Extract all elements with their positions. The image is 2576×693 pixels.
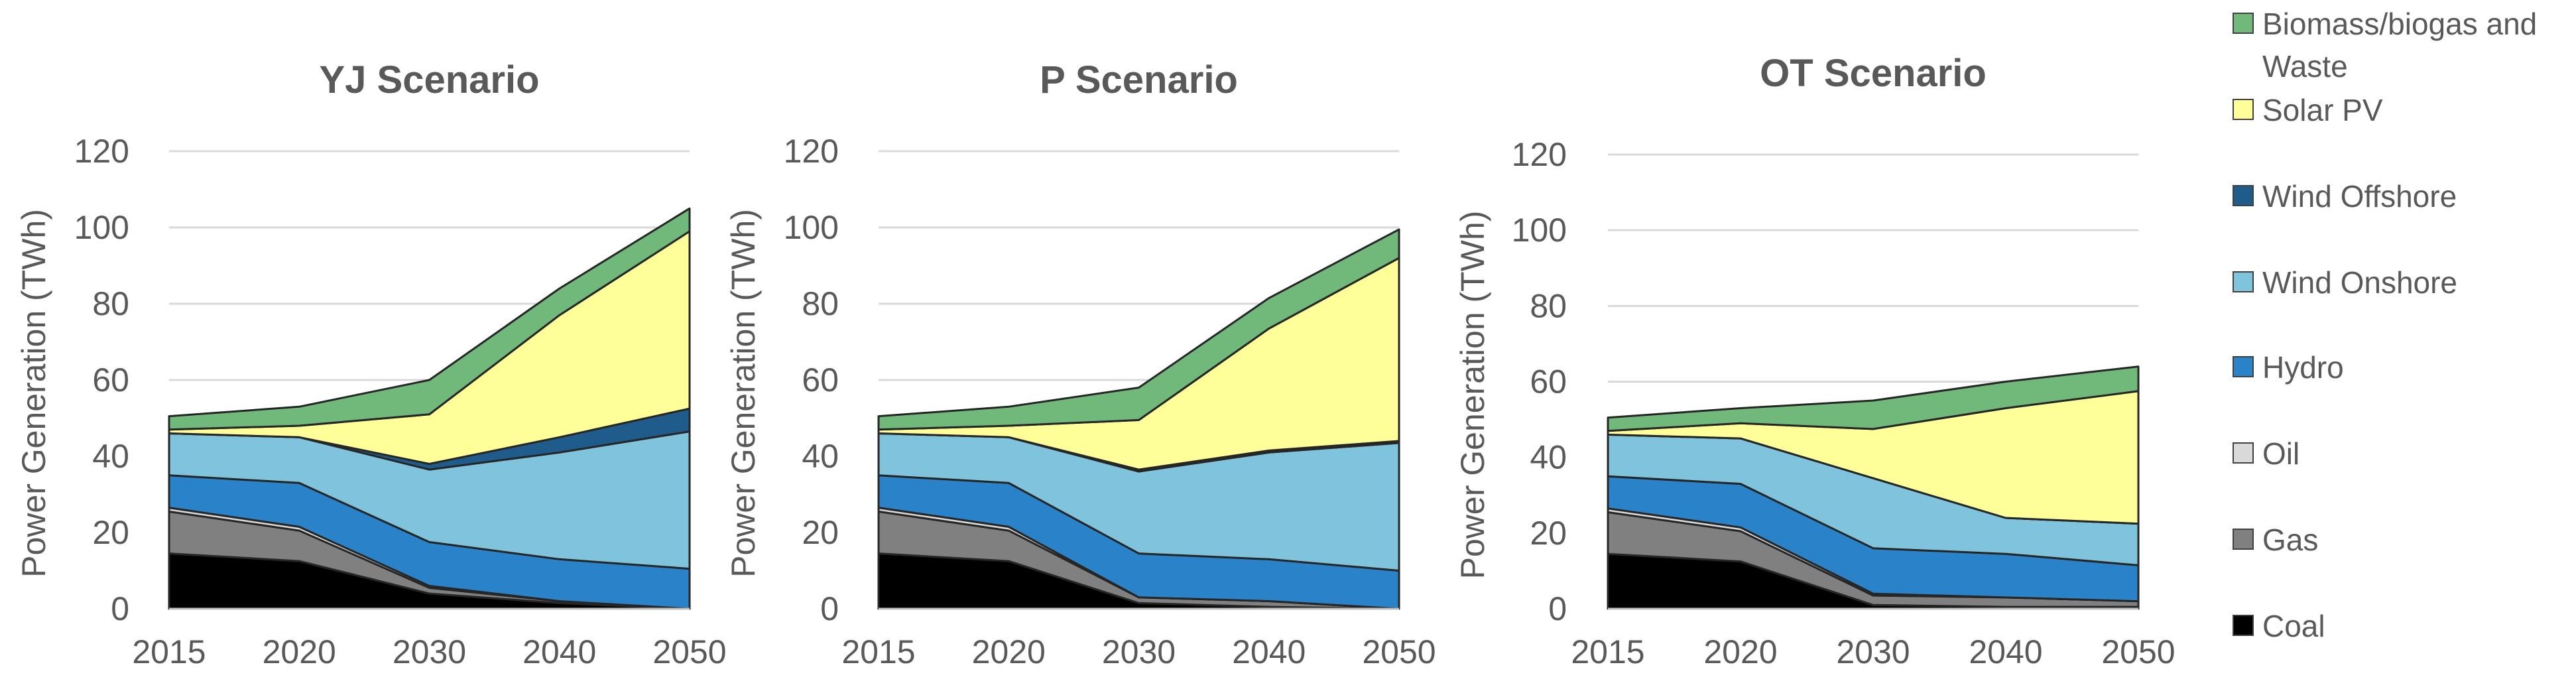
y-tick-label: 100	[1512, 212, 1567, 249]
legend-label-biomass-biogas-and-waste: Biomass/biogas and	[2262, 7, 2537, 41]
legend-swatch-biomass-biogas-and-waste	[2233, 13, 2254, 34]
legend-label-hydro: Hydro	[2262, 350, 2344, 385]
y-tick-label: 60	[802, 361, 839, 399]
legend-swatch-solar-pv	[2233, 99, 2254, 120]
area-biomass-biogas-and-waste	[168, 207, 691, 431]
x-tick-label: 2020	[263, 633, 336, 670]
chart-title: P Scenario	[1040, 58, 1238, 101]
legend-swatch-coal	[2233, 615, 2254, 636]
x-tick-label: 2030	[1836, 633, 1910, 670]
legend-label-wind-onshore: Wind Onshore	[2262, 265, 2457, 300]
y-tick-label: 20	[92, 514, 129, 551]
x-tick-label: 2015	[132, 633, 206, 670]
legend-swatch-gas	[2233, 529, 2254, 550]
y-tick-label: 60	[92, 361, 129, 399]
legend-label-gas: Gas	[2262, 523, 2318, 557]
area-biomass-biogas-and-waste	[1607, 365, 2140, 432]
legend-swatch-wind-offshore	[2233, 185, 2254, 206]
x-tick-label: 2015	[1571, 633, 1644, 670]
legend-swatch-hydro	[2233, 356, 2254, 377]
y-tick-label: 20	[1530, 515, 1567, 552]
x-tick-label: 2040	[1969, 633, 2042, 670]
legend-label-solar-pv: Solar PV	[2262, 93, 2383, 127]
legend-swatch-wind-onshore	[2233, 271, 2254, 292]
x-tick-label: 2030	[393, 633, 466, 670]
y-tick-label: 80	[92, 285, 129, 322]
x-tick-label: 2020	[1703, 633, 1777, 670]
y-tick-label: 120	[784, 133, 839, 170]
y-tick-label: 0	[111, 590, 129, 627]
legend-label-biomass-biogas-and-waste: Waste	[2262, 49, 2348, 84]
x-tick-label: 2040	[1232, 633, 1306, 670]
legend-label-wind-offshore: Wind Offshore	[2262, 179, 2457, 214]
y-axis-label: Power Generation (TWh)	[725, 209, 762, 578]
legend-swatch-oil	[2233, 442, 2254, 464]
y-tick-label: 100	[74, 209, 129, 246]
legend-label-oil: Oil	[2262, 436, 2300, 471]
y-axis-label: Power Generation (TWh)	[15, 209, 52, 578]
x-tick-label: 2040	[522, 633, 596, 670]
area-biomass-biogas-and-waste	[877, 228, 1400, 431]
y-tick-label: 20	[802, 514, 839, 551]
y-tick-label: 120	[1512, 136, 1567, 173]
x-tick-label: 2030	[1102, 633, 1176, 670]
y-tick-label: 100	[784, 209, 839, 246]
y-tick-label: 80	[1530, 287, 1567, 324]
y-tick-label: 0	[1548, 590, 1567, 627]
x-tick-label: 2015	[841, 633, 915, 670]
chart-title: YJ Scenario	[319, 58, 539, 101]
y-tick-label: 60	[1530, 363, 1567, 401]
y-axis-label: Power Generation (TWh)	[1454, 211, 1491, 580]
y-tick-label: 0	[820, 590, 839, 627]
x-tick-label: 2050	[652, 633, 726, 670]
y-tick-label: 40	[92, 438, 129, 475]
chart-title: OT Scenario	[1760, 52, 1987, 95]
x-tick-label: 2020	[972, 633, 1046, 670]
x-tick-label: 2050	[2101, 633, 2175, 670]
x-tick-label: 2050	[1362, 633, 1436, 670]
y-tick-label: 80	[802, 285, 839, 322]
legend-label-coal: Coal	[2262, 609, 2325, 643]
y-tick-label: 40	[1530, 439, 1567, 476]
y-tick-label: 120	[74, 133, 129, 170]
legend: Biomass/biogas and Waste Solar PV Wind Offs…	[2233, 7, 2537, 643]
y-tick-label: 40	[802, 438, 839, 475]
